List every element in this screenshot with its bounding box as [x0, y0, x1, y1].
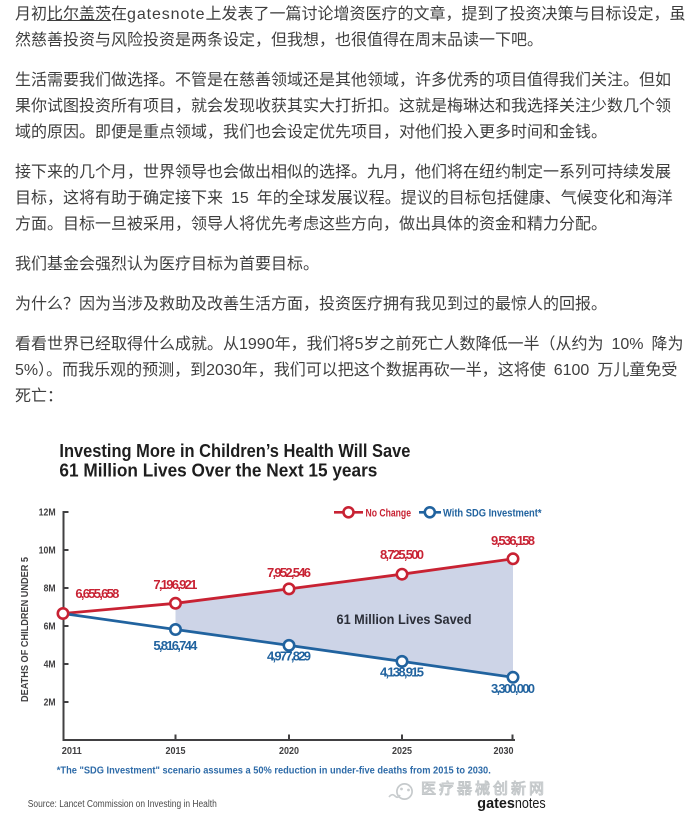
svg-text:7,196,921: 7,196,921 [153, 577, 197, 592]
svg-text:61 Million Lives Over the Next: 61 Million Lives Over the Next 15 years [59, 461, 377, 481]
svg-text:4,138,915: 4,138,915 [380, 665, 424, 680]
svg-text:4M: 4M [44, 660, 56, 671]
svg-text:6M: 6M [44, 622, 56, 633]
svg-text:notes: notes [515, 796, 546, 812]
svg-text:10M: 10M [39, 546, 56, 557]
svg-text:61 Million Lives Saved: 61 Million Lives Saved [337, 611, 472, 627]
svg-text:8,725,500: 8,725,500 [380, 547, 424, 562]
svg-text:8M: 8M [44, 584, 56, 595]
svg-text:6,655,658: 6,655,658 [75, 586, 119, 601]
svg-text:3,300,000: 3,300,000 [491, 681, 535, 696]
svg-text:2015: 2015 [166, 745, 186, 757]
svg-text:2025: 2025 [392, 745, 412, 757]
svg-text:2030: 2030 [494, 745, 514, 757]
svg-text:Source: Lancet Commission on I: Source: Lancet Commission on Investing i… [28, 799, 217, 810]
svg-text:Investing More in Children’s H: Investing More in Children’s Health Will… [59, 441, 410, 461]
svg-text:With SDG Investment*: With SDG Investment* [443, 508, 542, 520]
svg-text:4,977,829: 4,977,829 [267, 649, 311, 664]
svg-text:7,952,546: 7,952,546 [267, 565, 311, 580]
svg-text:医疗器械创新网: 医疗器械创新网 [421, 781, 547, 798]
svg-text:12M: 12M [39, 508, 56, 519]
svg-text:DEATHS OF CHILDREN UNDER 5: DEATHS OF CHILDREN UNDER 5 [20, 557, 31, 702]
svg-text:9,536,158: 9,536,158 [491, 533, 535, 548]
svg-text:gates: gates [477, 796, 515, 812]
svg-text:No Change: No Change [366, 508, 412, 520]
svg-text:5,816,744: 5,816,744 [153, 638, 198, 653]
svg-text:2M: 2M [44, 698, 56, 709]
svg-text:2011: 2011 [62, 745, 82, 757]
svg-text:2020: 2020 [279, 745, 299, 757]
svg-text:*The "SDG Investment" scenario: *The "SDG Investment" scenario assumes a… [57, 765, 491, 777]
